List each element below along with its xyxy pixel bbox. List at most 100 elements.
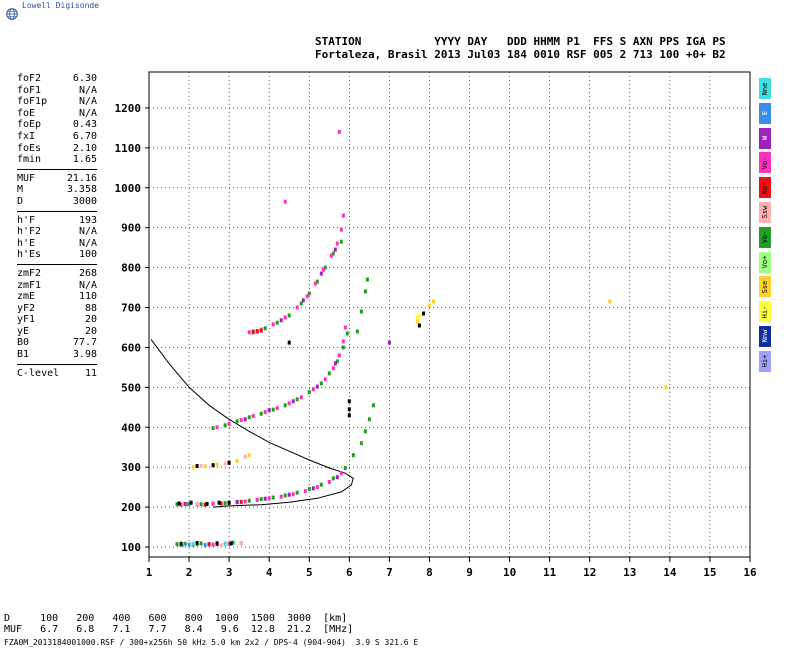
param-value: N/A [78, 279, 97, 291]
echo-point [223, 423, 227, 428]
echo-point [359, 309, 363, 314]
param-row: fxI 6.70 [17, 131, 97, 143]
echo-point [339, 471, 343, 476]
param-value: 77.7 [72, 337, 97, 349]
echo-point [175, 542, 179, 547]
param-label: h'F [17, 214, 36, 226]
x-tick-label: 7 [386, 566, 393, 579]
echo-point [183, 501, 187, 506]
echo-point [339, 227, 343, 232]
echo-point [323, 377, 327, 382]
echo-point [263, 410, 267, 415]
echo-point [279, 318, 283, 323]
echo-point [227, 422, 231, 427]
echo-point [664, 385, 668, 390]
param-value: N/A [78, 84, 97, 96]
param-row: h'Es 100 [17, 249, 97, 261]
echo-point [311, 486, 315, 491]
echo-point [355, 329, 359, 334]
legend-key-label: W [761, 135, 769, 141]
param-row: yF1 20 [17, 314, 97, 326]
param-value: 20 [84, 314, 97, 326]
param-row: M 3.358 [17, 184, 97, 196]
param-row: fmin 1.65 [17, 154, 97, 166]
param-row: foE N/A [17, 108, 97, 120]
param-row: foF1 N/A [17, 85, 97, 97]
echo-point [279, 494, 283, 499]
x-tick-label: 9 [466, 566, 473, 579]
param-row: yE 20 [17, 326, 97, 338]
echo-point [259, 411, 263, 416]
legend-key: Sse [759, 276, 771, 298]
echo-point [283, 403, 287, 408]
legend-key-label: Sse [761, 280, 769, 294]
echo-point [263, 326, 267, 331]
echo-point [287, 313, 291, 318]
echo-point [307, 487, 311, 492]
echo-point [327, 480, 331, 484]
echo-point [247, 498, 251, 503]
param-label: foF2 [17, 73, 42, 84]
param-label: foEs [17, 142, 42, 154]
legend-key: Xo- [759, 177, 771, 199]
echo-point [415, 319, 419, 324]
echo-point [263, 496, 267, 501]
param-row: C-level 11 [17, 368, 97, 380]
echo-point [341, 339, 345, 344]
echo-point [359, 441, 363, 446]
echo-point [341, 213, 345, 218]
x-tick-label: 5 [306, 566, 313, 579]
echo-point [187, 501, 191, 506]
echo-point [331, 366, 335, 371]
brand-label: Lowell Digisonde [22, 1, 100, 10]
x-tick-label: 13 [623, 566, 636, 579]
y-tick-label: 500 [121, 381, 141, 394]
echo-point [189, 500, 193, 505]
echo-point [203, 543, 207, 547]
echo-point [271, 322, 275, 327]
x-tick-label: 4 [266, 566, 273, 579]
echo-point [223, 461, 227, 466]
legend-key-label: Hi- [761, 305, 769, 318]
param-value: 2.10 [72, 142, 97, 154]
echo-point [235, 458, 239, 463]
param-label: h'E [17, 237, 36, 249]
param-label: M [17, 184, 24, 196]
echo-point [247, 415, 251, 420]
echo-point [283, 315, 287, 320]
echo-point [363, 289, 367, 294]
param-row: h'F 193 [17, 215, 97, 227]
param-label: C-level [17, 367, 60, 379]
param-value: 6.70 [72, 130, 97, 142]
echo-point [321, 267, 325, 272]
echo-point [227, 500, 231, 505]
echo-point [428, 303, 431, 308]
echo-point [291, 492, 295, 497]
echo-point [339, 239, 343, 244]
echo-point [187, 542, 191, 547]
echo-point [301, 298, 305, 303]
echo-point [319, 271, 323, 276]
legend-key: Nnw [759, 325, 771, 347]
legend-key: W [759, 127, 771, 149]
legend-key-label: Vo- [761, 230, 769, 244]
echo-point [303, 489, 307, 494]
echo-point [243, 499, 247, 504]
param-row: D 3000 [17, 196, 97, 208]
x-tick-label: 6 [346, 566, 353, 579]
legend-key: Hi+ [759, 350, 771, 372]
echo-point [387, 340, 391, 345]
echo-point [255, 329, 259, 334]
echo-point [271, 407, 275, 412]
echo-point [331, 476, 335, 481]
y-tick-label: 700 [121, 302, 141, 315]
axis-ticks: 1 2 3 4 5 6 7 8 9 10 11 12 13 14 15 1610020030040050060… [115, 102, 757, 579]
param-value: 11 [84, 367, 97, 379]
echo-point [287, 340, 291, 345]
echo-point [371, 403, 375, 408]
param-label: B0 [17, 337, 30, 349]
echo-point [251, 330, 255, 335]
echo-point [229, 541, 233, 546]
echo-point [203, 464, 207, 469]
echo-point [415, 315, 419, 320]
